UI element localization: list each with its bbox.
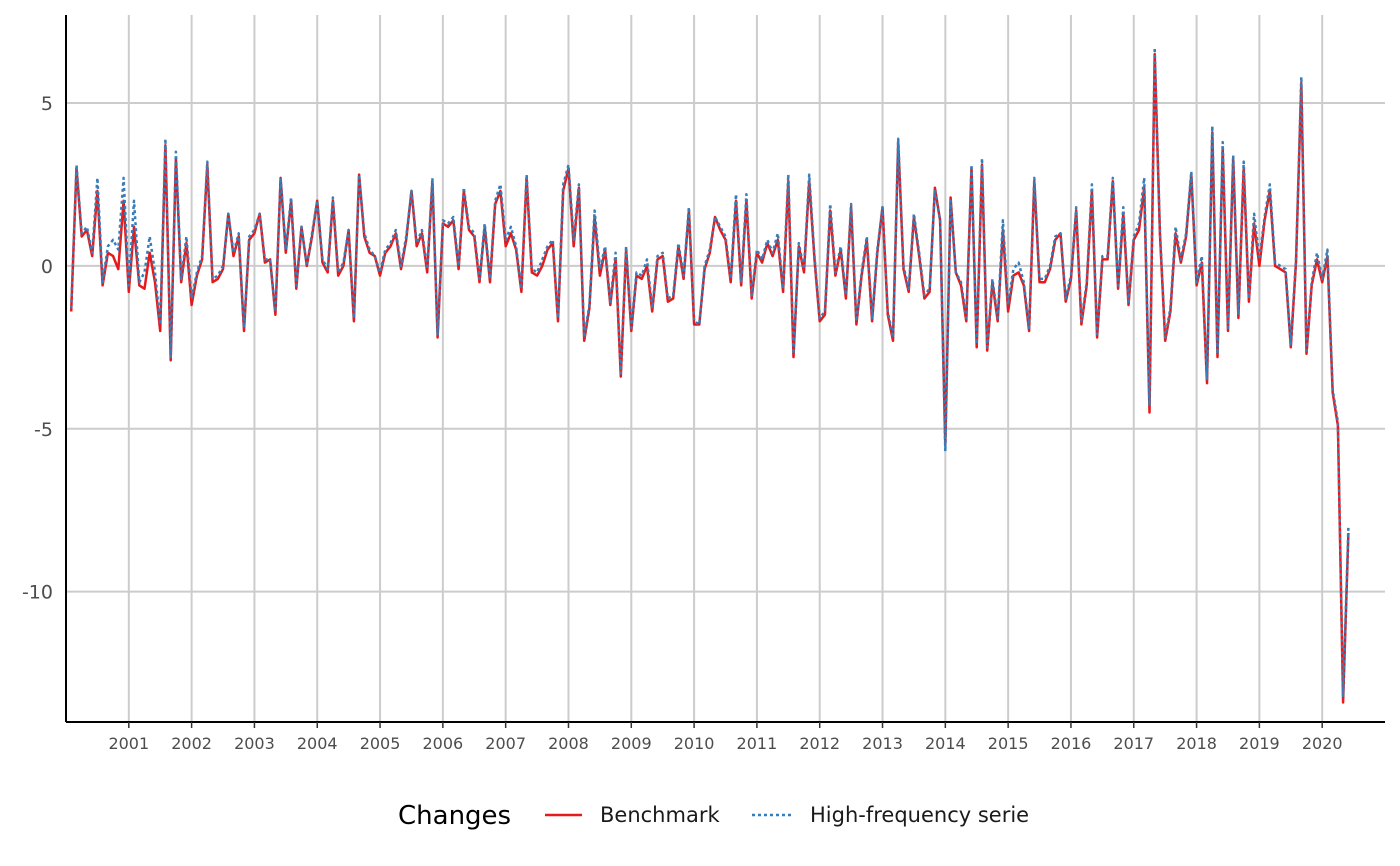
x-tick-label: 2016 bbox=[1051, 734, 1092, 753]
series-line-high-frequency bbox=[69, 46, 1350, 698]
x-tick-label: 2006 bbox=[422, 734, 463, 753]
x-tick-label: 2017 bbox=[1113, 734, 1154, 753]
x-tick-label: 2004 bbox=[297, 734, 338, 753]
y-tick-label: 5 bbox=[41, 93, 53, 115]
x-tick-label: 2020 bbox=[1302, 734, 1343, 753]
x-tick-label: 2008 bbox=[548, 734, 589, 753]
x-tick-label: 2005 bbox=[360, 734, 401, 753]
x-tick-label: 2010 bbox=[674, 734, 715, 753]
series-layer bbox=[69, 46, 1350, 704]
x-tick-label: 2015 bbox=[988, 734, 1029, 753]
x-tick-label: 2019 bbox=[1239, 734, 1280, 753]
x-tick-label: 2012 bbox=[799, 734, 840, 753]
x-tick-label: 2011 bbox=[737, 734, 778, 753]
legend-label-high-frequency: High-frequency serie bbox=[810, 803, 1029, 827]
y-tick-label: -10 bbox=[22, 582, 53, 604]
legend: Changes Benchmark High-frequency serie bbox=[398, 801, 1029, 831]
x-tick-label: 2014 bbox=[925, 734, 966, 753]
y-tick-label: 0 bbox=[41, 256, 53, 278]
legend-label-benchmark: Benchmark bbox=[600, 803, 720, 827]
x-tick-label: 2009 bbox=[611, 734, 652, 753]
x-tick-label: 2013 bbox=[862, 734, 903, 753]
axis-layer: -10 -5 0 5 2001 2002 2003 2004 2005 2006 2007 2008 2… bbox=[22, 93, 1343, 753]
grid-lines bbox=[66, 15, 1385, 722]
x-tick-label: 2007 bbox=[485, 734, 526, 753]
x-tick-label: 2002 bbox=[171, 734, 212, 753]
x-tick-label: 2003 bbox=[234, 734, 275, 753]
y-tick-label: -5 bbox=[34, 419, 53, 441]
legend-title: Changes bbox=[398, 801, 511, 831]
x-tick-label: 2018 bbox=[1176, 734, 1217, 753]
x-tick-label: 2001 bbox=[108, 734, 149, 753]
